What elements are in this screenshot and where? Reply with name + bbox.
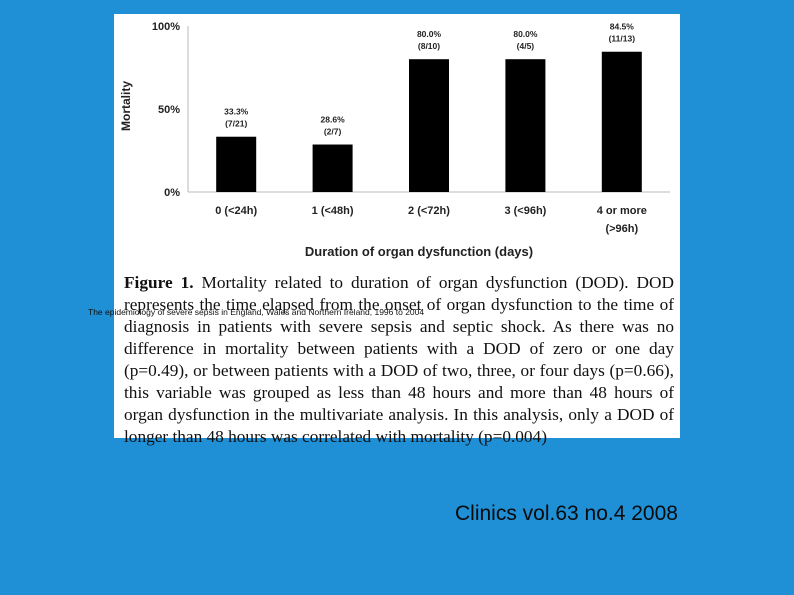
y-tick-label: 100%	[152, 21, 180, 33]
data-label: 33.3%	[224, 107, 249, 117]
y-axis-label: Mortality	[119, 81, 133, 131]
data-sublabel: (4/5)	[517, 41, 535, 51]
data-label: 80.0%	[513, 29, 538, 39]
overlay-title: The epidemiology of severe sepsis in Eng…	[88, 307, 425, 317]
caption-text: Mortality related to duration of organ d…	[124, 273, 674, 446]
data-label: 84.5%	[610, 22, 635, 32]
x-tick-label: 4 or more	[597, 205, 647, 217]
data-labels: 33.3% (7/21) 28.6% (2/7) 80.0% (8/10) 80.0% (4/…	[224, 22, 635, 137]
x-tick-label: 0 (<24h)	[215, 205, 257, 217]
bar-2	[409, 59, 449, 193]
data-sublabel: (7/21)	[225, 119, 247, 129]
bar-3	[505, 59, 546, 193]
x-tick-label: 3 (<96h)	[504, 205, 546, 217]
data-sublabel: (2/7)	[324, 127, 342, 137]
data-label: 28.6%	[321, 115, 346, 125]
x-axis-label: Duration of organ dysfunction (days)	[305, 244, 533, 259]
bar-0	[216, 136, 257, 192]
data-label: 80.0%	[417, 29, 442, 39]
x-tick-label: 1 (<48h)	[312, 205, 354, 217]
y-ticks: 0% 50% 100%	[152, 21, 670, 199]
x-tick-label: 2 (<72h)	[408, 205, 450, 217]
bars	[216, 51, 642, 193]
x-tick-labels: 0 (<24h) 1 (<48h) 2 (<72h) 3 (<96h) 4 or mor…	[215, 205, 647, 235]
y-tick-label: 0%	[164, 187, 180, 199]
caption-label: Figure 1.	[124, 273, 194, 292]
figure-panel: 0% 50% 100% 33.3% (7/21) 28.6% (2/7) 80.0% (8/1…	[114, 14, 680, 446]
y-tick-label: 50%	[158, 104, 180, 116]
bar-chart: 0% 50% 100% 33.3% (7/21) 28.6% (2/7) 80.0% (8/1…	[119, 21, 670, 259]
citation: Clinics vol.63 no.4 2008	[455, 502, 678, 525]
data-sublabel: (8/10)	[418, 41, 440, 51]
bar-1	[312, 144, 353, 192]
data-sublabel: (11/13)	[609, 34, 636, 44]
bar-4	[601, 51, 642, 193]
figure-caption: Figure 1. Mortality related to duration …	[124, 272, 674, 448]
x-tick-sublabel: (>96h)	[605, 223, 638, 235]
